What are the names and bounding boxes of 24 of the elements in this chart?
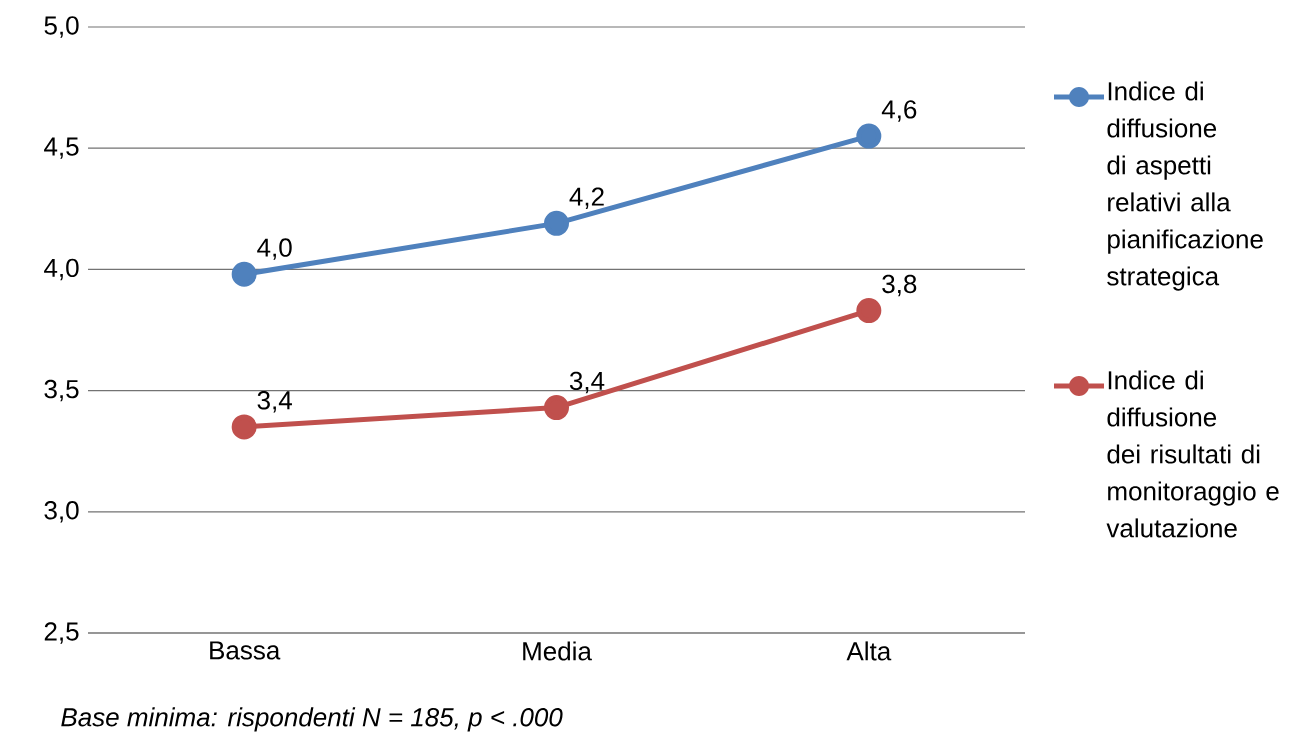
text: Base minima: rispondenti N = 185, p < .000 bbox=[61, 707, 563, 732]
data-label: 4,6 bbox=[881, 100, 917, 122]
data-label: 4,0 bbox=[257, 238, 292, 260]
point bbox=[856, 298, 882, 324]
y-tick-label: 3,0 bbox=[44, 501, 79, 523]
point bbox=[544, 210, 570, 236]
point bbox=[544, 395, 570, 421]
x-tick-label: Alta bbox=[846, 641, 892, 661]
y-tick-label: 4,5 bbox=[44, 137, 79, 159]
y-tick-label: 2,5 bbox=[44, 622, 79, 644]
data-label: 3,4 bbox=[569, 371, 605, 394]
legend-label: Indice di diffusione dei risultati di monitoraggio e valutazione bbox=[1106, 370, 1279, 538]
data-label: 4,2 bbox=[569, 187, 604, 209]
y-tick-label: 5,0 bbox=[44, 16, 79, 38]
point bbox=[856, 123, 882, 149]
point bbox=[231, 414, 257, 440]
data-label: 3,4 bbox=[257, 391, 292, 413]
data-label: 3,8 bbox=[882, 274, 917, 297]
x-tick-label: Bassa bbox=[210, 641, 281, 660]
point bbox=[231, 261, 257, 287]
x-tick-label: Media bbox=[523, 641, 592, 661]
y-tick-label: 3,5 bbox=[44, 379, 79, 402]
y-tick-label: 4,0 bbox=[44, 258, 79, 281]
legend-label: Indice di diffusione di aspetti relativi alla pianificazione strategica bbox=[1107, 81, 1263, 291]
